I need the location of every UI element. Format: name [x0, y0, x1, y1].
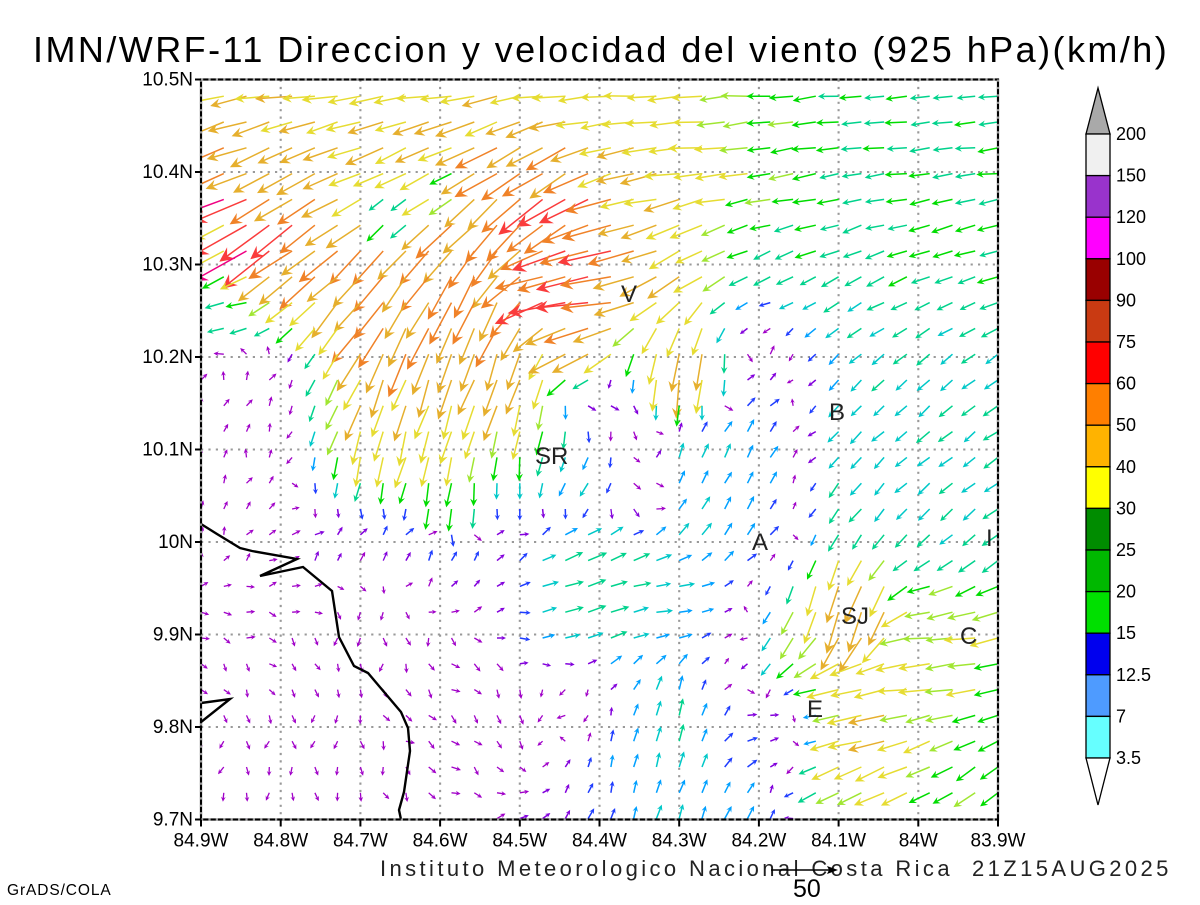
svg-text:84.8W: 84.8W [253, 831, 308, 852]
svg-text:12.5: 12.5 [1116, 665, 1151, 685]
svg-text:60: 60 [1116, 374, 1136, 394]
svg-text:10.1N: 10.1N [142, 440, 193, 461]
svg-text:84W: 84W [899, 831, 938, 852]
svg-text:3.5: 3.5 [1116, 748, 1141, 768]
svg-text:84.3W: 84.3W [652, 831, 707, 852]
svg-text:7: 7 [1116, 706, 1126, 726]
svg-text:84.4W: 84.4W [572, 831, 627, 852]
svg-text:100: 100 [1116, 249, 1146, 269]
svg-text:9.7N: 9.7N [153, 810, 193, 831]
svg-text:30: 30 [1116, 498, 1136, 518]
svg-text:200: 200 [1116, 124, 1146, 144]
svg-text:25: 25 [1116, 540, 1136, 560]
svg-text:Instituto Meteorologico Nacion: Instituto Meteorologico Nacional Costa R… [380, 856, 1172, 881]
svg-text:120: 120 [1116, 207, 1146, 227]
svg-text:150: 150 [1116, 166, 1146, 186]
svg-text:50: 50 [793, 875, 821, 900]
svg-text:9.9N: 9.9N [153, 625, 193, 646]
svg-text:B: B [829, 399, 845, 426]
svg-text:E: E [807, 696, 823, 723]
svg-text:V: V [621, 281, 637, 308]
svg-text:84.7W: 84.7W [333, 831, 388, 852]
svg-text:9.8N: 9.8N [153, 717, 193, 738]
svg-text:10.4N: 10.4N [142, 162, 193, 183]
svg-text:84.2W: 84.2W [731, 831, 786, 852]
svg-text:10.5N: 10.5N [142, 70, 193, 91]
svg-text:84.5W: 84.5W [492, 831, 547, 852]
svg-text:15: 15 [1116, 623, 1136, 643]
svg-text:10.2N: 10.2N [142, 347, 193, 368]
svg-text:84.1W: 84.1W [811, 831, 866, 852]
svg-text:84.9W: 84.9W [174, 831, 229, 852]
svg-text:83.9W: 83.9W [971, 831, 1026, 852]
svg-text:75: 75 [1116, 332, 1136, 352]
svg-text:I: I [986, 525, 993, 552]
svg-text:10N: 10N [158, 532, 193, 553]
svg-text:SR: SR [535, 443, 568, 470]
svg-text:A: A [752, 529, 768, 556]
svg-text:SJ: SJ [841, 603, 869, 630]
svg-text:GrADS/COLA: GrADS/COLA [7, 882, 112, 899]
svg-text:IMN/WRF-11 Direccion y velocid: IMN/WRF-11 Direccion y velocidad del vie… [33, 29, 1169, 70]
svg-text:20: 20 [1116, 582, 1136, 602]
svg-text:10.3N: 10.3N [142, 255, 193, 276]
svg-text:50: 50 [1116, 415, 1136, 435]
svg-text:84.6W: 84.6W [413, 831, 468, 852]
svg-text:C: C [960, 623, 977, 650]
svg-text:40: 40 [1116, 457, 1136, 477]
svg-text:90: 90 [1116, 290, 1136, 310]
